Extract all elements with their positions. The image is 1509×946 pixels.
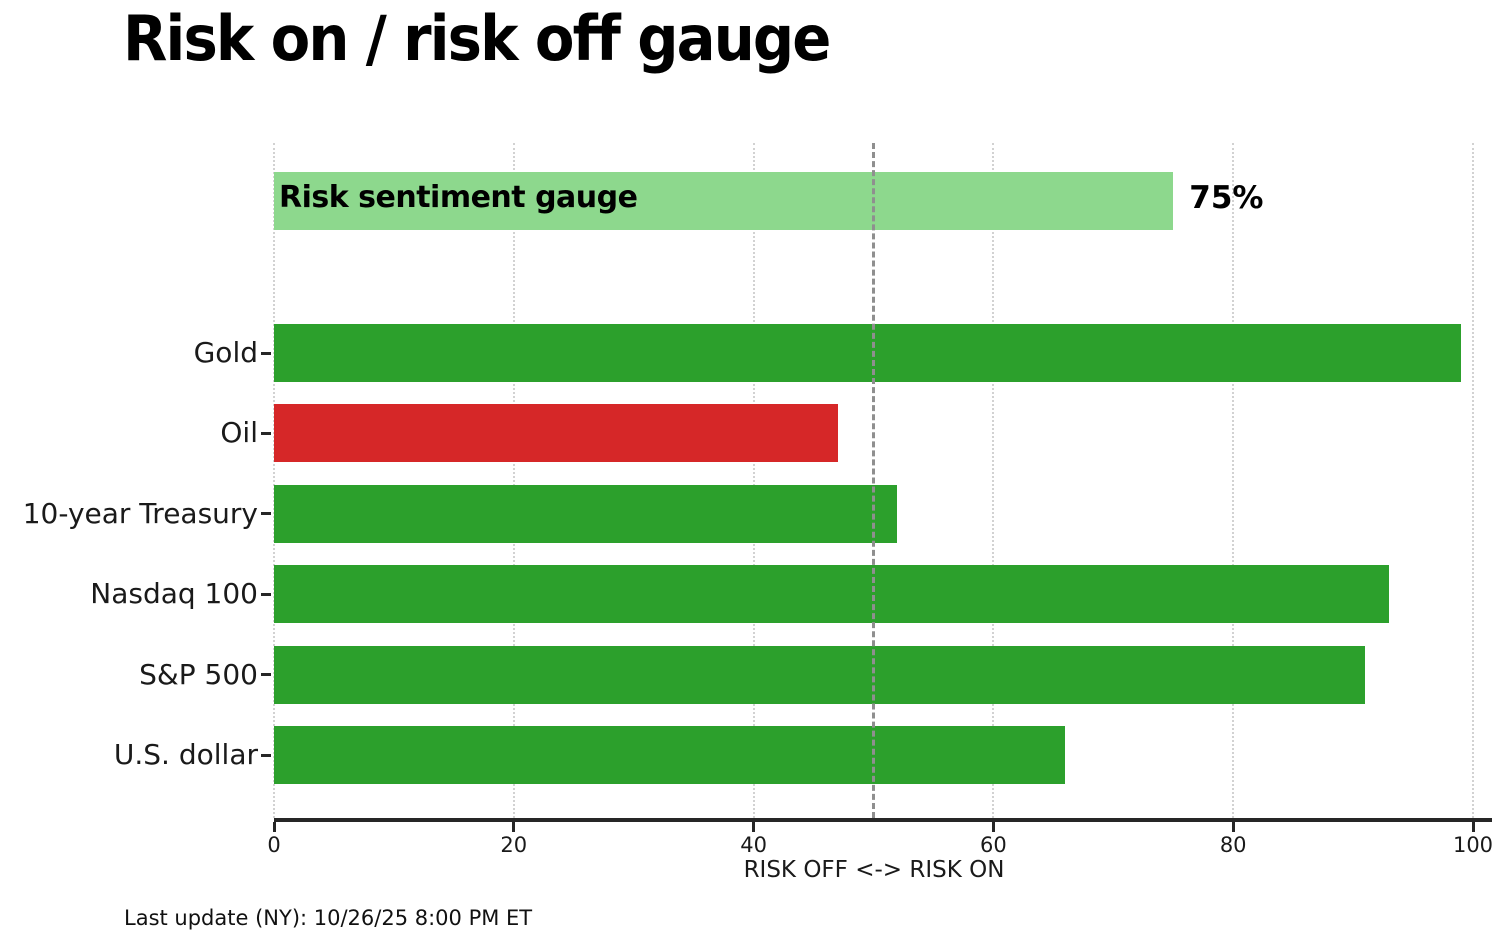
last-update-note: Last update (NY): 10/26/25 8:00 PM ET [124,906,533,930]
x-tick-label-80: 80 [1219,833,1247,857]
category-label-s-p-500: S&P 500 [139,657,258,691]
bar-gold [274,324,1461,382]
gridline-20 [512,143,515,818]
category-label-10-year-treasury: 10-year Treasury [22,496,258,530]
bar-oil [274,404,838,463]
x-tick-mark-0 [272,822,276,832]
bar-u-s-dollar [274,726,1066,784]
gridline-60 [992,143,995,818]
x-tick-label-60: 60 [980,833,1007,857]
x-tick-label-40: 40 [740,833,767,857]
gauge-bar-label: Risk sentiment gauge [279,180,638,215]
x-tick-mark-20 [512,822,516,832]
reference-line-50 [872,143,875,818]
y-tick-oil [261,431,271,435]
bar-10-year-treasury [274,484,898,543]
chart-title: Risk on / risk off gauge [123,2,831,75]
x-tick-mark-80 [1231,822,1235,832]
category-label-nasdaq-100: Nasdaq 100 [90,577,258,611]
x-tick-mark-100 [1471,822,1475,832]
y-tick-u-s-dollar [261,753,271,757]
x-tick-label-20: 20 [500,833,528,857]
x-tick-label-0: 0 [267,833,281,857]
bar-risk-sentiment-gauge [274,172,1174,230]
y-tick-nasdaq-100 [261,592,271,596]
x-tick-label-100: 100 [1452,833,1494,857]
category-label-u-s-dollar: U.S. dollar [113,738,258,771]
category-label-oil: Oil [220,416,258,450]
bar-nasdaq-100 [274,565,1390,624]
x-tick-mark-40 [752,822,756,832]
y-tick-gold [261,351,271,355]
y-tick-s-p-500 [261,673,271,677]
gridline-0 [273,143,275,818]
gridline-40 [752,143,755,818]
gridline-100 [1472,143,1474,818]
x-axis-label: RISK OFF <-> RISK ON [743,857,1005,883]
gauge-value-label: 75% [1189,180,1264,216]
gridline-80 [1232,143,1235,818]
x-tick-mark-60 [991,822,995,832]
category-label-gold: Gold [193,336,258,369]
y-tick-10-year-treasury [261,512,271,516]
x-axis-line [274,818,1492,822]
bar-s-p-500 [274,645,1366,704]
